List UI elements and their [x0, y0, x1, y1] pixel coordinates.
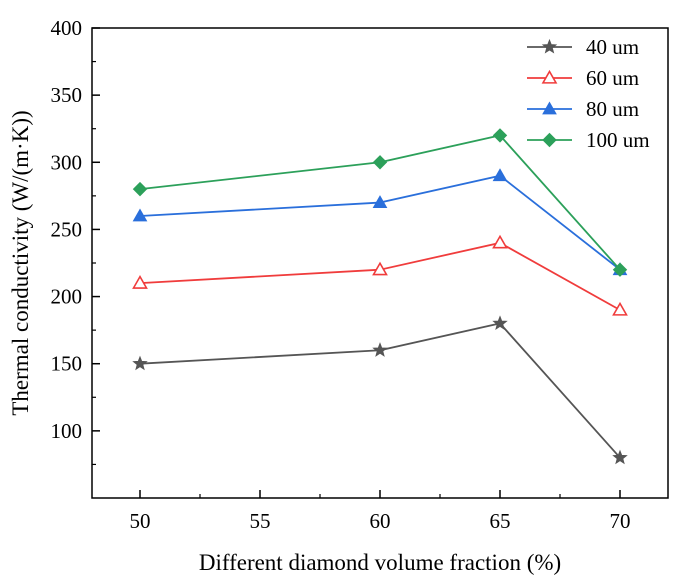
data-point	[492, 315, 508, 330]
x-tick-label: 60	[370, 509, 391, 533]
y-tick-label: 300	[51, 150, 83, 174]
data-point	[132, 355, 148, 371]
legend-label: 40 um	[586, 35, 639, 59]
plot-area	[132, 128, 628, 465]
data-point	[612, 301, 628, 316]
legend-marker	[541, 69, 558, 84]
data-point	[372, 342, 388, 357]
data-point	[372, 155, 388, 170]
data-point	[132, 275, 148, 289]
series-line-100-um	[139, 134, 621, 271]
x-axis-title: Different diamond volume fraction (%)	[199, 550, 561, 575]
x-tick-label: 55	[250, 509, 271, 533]
legend-label: 100 um	[586, 128, 650, 152]
y-tick-label: 250	[51, 217, 83, 241]
data-point	[492, 234, 508, 249]
data-point	[492, 128, 508, 143]
y-axis-title: Thermal conductivity (W/(m·K))	[8, 110, 33, 415]
legend-label: 60 um	[586, 66, 639, 90]
legend-label: 80 um	[586, 97, 639, 121]
y-tick-label: 400	[51, 16, 83, 40]
axes: 100 150 200 250 300 350 400 50 55 60 65 70	[51, 16, 669, 533]
series-line-40-um	[139, 322, 621, 459]
x-tick-label: 50	[130, 509, 151, 533]
y-tick-label: 350	[51, 83, 83, 107]
series-line-80-um	[139, 174, 621, 271]
data-point	[612, 449, 628, 465]
y-tick-label: 150	[51, 352, 83, 376]
data-point	[372, 195, 388, 208]
data-point	[372, 261, 388, 276]
series-line-60-um	[139, 241, 621, 311]
legend-marker	[541, 38, 558, 54]
data-point	[132, 181, 148, 197]
legend: 40 um 60 um 80 um 100 um	[527, 35, 650, 152]
data-point	[492, 168, 508, 182]
x-tick-label: 70	[610, 509, 631, 533]
x-tick-label: 65	[490, 509, 511, 533]
data-point	[132, 208, 148, 222]
legend-marker	[542, 101, 557, 115]
data-point	[612, 262, 628, 277]
y-tick-label: 100	[51, 419, 83, 443]
y-tick-label: 200	[51, 285, 83, 309]
legend-marker	[542, 132, 557, 148]
